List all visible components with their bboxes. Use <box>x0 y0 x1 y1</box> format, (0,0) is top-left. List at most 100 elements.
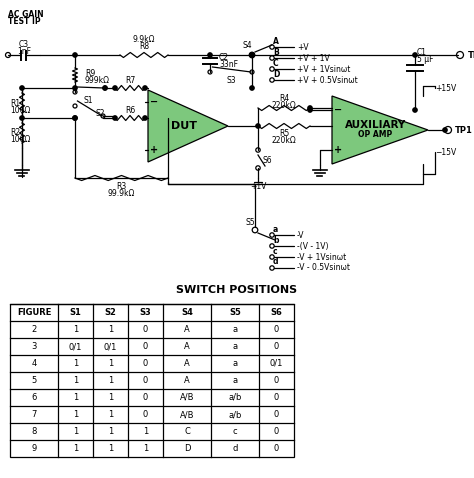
Text: 9.9kΩ: 9.9kΩ <box>133 34 155 43</box>
Text: 1: 1 <box>143 427 148 436</box>
Text: S1: S1 <box>70 308 82 317</box>
Text: R2: R2 <box>10 128 20 137</box>
Text: 0: 0 <box>274 410 279 419</box>
Text: 1: 1 <box>108 410 113 419</box>
Text: 100Ω: 100Ω <box>10 134 30 143</box>
Circle shape <box>20 86 24 90</box>
Text: -V: -V <box>297 230 304 239</box>
Text: -(V - 1V): -(V - 1V) <box>297 241 328 250</box>
Circle shape <box>250 53 254 57</box>
Text: 1: 1 <box>108 325 113 334</box>
Text: +V + 1V: +V + 1V <box>297 54 330 63</box>
Text: 220kΩ: 220kΩ <box>272 135 296 144</box>
Text: a/b: a/b <box>228 393 242 402</box>
Text: 1: 1 <box>108 359 113 368</box>
Text: +V + 0.5Vsinωt: +V + 0.5Vsinωt <box>297 76 358 85</box>
Text: S6: S6 <box>271 308 283 317</box>
Text: TP2: TP2 <box>468 51 474 59</box>
Text: 33nF: 33nF <box>219 59 238 68</box>
Circle shape <box>308 108 312 112</box>
Text: S2: S2 <box>105 308 117 317</box>
Circle shape <box>113 116 117 120</box>
Text: C2: C2 <box>219 53 229 62</box>
Circle shape <box>250 86 254 90</box>
Text: 1: 1 <box>108 444 113 453</box>
Circle shape <box>256 124 260 128</box>
Text: C: C <box>184 427 190 436</box>
Text: TEST IP: TEST IP <box>8 17 41 25</box>
Text: +: + <box>334 145 342 155</box>
Text: AUXILIARY: AUXILIARY <box>345 120 406 130</box>
Text: B: B <box>273 47 279 56</box>
Circle shape <box>208 53 212 57</box>
Text: 0: 0 <box>274 393 279 402</box>
Text: +1V: +1V <box>250 182 266 191</box>
Text: 2: 2 <box>31 325 36 334</box>
Text: 9: 9 <box>31 444 36 453</box>
Text: S5: S5 <box>245 217 255 227</box>
Text: A: A <box>184 359 190 368</box>
Text: A/B: A/B <box>180 393 194 402</box>
Text: 6: 6 <box>31 393 36 402</box>
Text: R1: R1 <box>10 98 20 108</box>
Text: 1: 1 <box>73 376 78 385</box>
Text: 0/1: 0/1 <box>104 342 117 351</box>
Text: 8: 8 <box>31 427 36 436</box>
Text: a: a <box>232 325 237 334</box>
Circle shape <box>413 108 417 112</box>
Text: D: D <box>273 69 279 78</box>
Text: 0/1: 0/1 <box>270 359 283 368</box>
Text: 1: 1 <box>108 427 113 436</box>
Text: S4: S4 <box>242 41 252 50</box>
Text: TP1: TP1 <box>455 126 473 134</box>
Text: FIGURE: FIGURE <box>17 308 51 317</box>
Text: 1: 1 <box>143 444 148 453</box>
Text: S6: S6 <box>263 155 273 164</box>
Text: 5: 5 <box>31 376 36 385</box>
Text: 99.9kΩ: 99.9kΩ <box>108 188 135 197</box>
Text: a: a <box>273 225 278 233</box>
Text: a: a <box>232 359 237 368</box>
Text: 1: 1 <box>108 393 113 402</box>
Text: S3: S3 <box>226 76 236 85</box>
Circle shape <box>73 86 77 90</box>
Circle shape <box>143 86 147 90</box>
Circle shape <box>143 116 147 120</box>
Text: b: b <box>273 236 279 245</box>
Text: A: A <box>273 36 279 45</box>
Text: +V: +V <box>297 43 309 52</box>
Text: d: d <box>273 258 279 267</box>
Text: A: A <box>184 342 190 351</box>
Text: 0: 0 <box>143 342 148 351</box>
Text: R8: R8 <box>139 42 149 51</box>
Text: D: D <box>184 444 190 453</box>
Circle shape <box>413 53 417 57</box>
Text: 1: 1 <box>108 376 113 385</box>
Text: −: − <box>334 105 342 115</box>
Text: 0: 0 <box>274 427 279 436</box>
Text: 0: 0 <box>143 376 148 385</box>
Circle shape <box>73 116 77 120</box>
Text: S2: S2 <box>95 109 105 118</box>
Polygon shape <box>332 96 428 164</box>
Text: 1: 1 <box>73 410 78 419</box>
Text: SWITCH POSITIONS: SWITCH POSITIONS <box>176 285 298 295</box>
Polygon shape <box>148 90 228 162</box>
Text: 0: 0 <box>143 393 148 402</box>
Text: 0: 0 <box>274 325 279 334</box>
Text: 220kΩ: 220kΩ <box>272 100 296 109</box>
Text: c: c <box>233 427 237 436</box>
Text: 0: 0 <box>143 410 148 419</box>
Text: 7: 7 <box>31 410 36 419</box>
Text: -V + 1Vsinωt: -V + 1Vsinωt <box>297 252 346 261</box>
Text: A: A <box>184 376 190 385</box>
Text: C1: C1 <box>417 47 427 56</box>
Text: 1: 1 <box>73 427 78 436</box>
Text: A/B: A/B <box>180 410 194 419</box>
Text: C: C <box>273 58 279 67</box>
Text: −15V: −15V <box>435 148 456 156</box>
Text: C3: C3 <box>19 40 29 48</box>
Text: S1: S1 <box>83 96 93 105</box>
Text: 1: 1 <box>73 359 78 368</box>
Text: +: + <box>150 145 158 155</box>
